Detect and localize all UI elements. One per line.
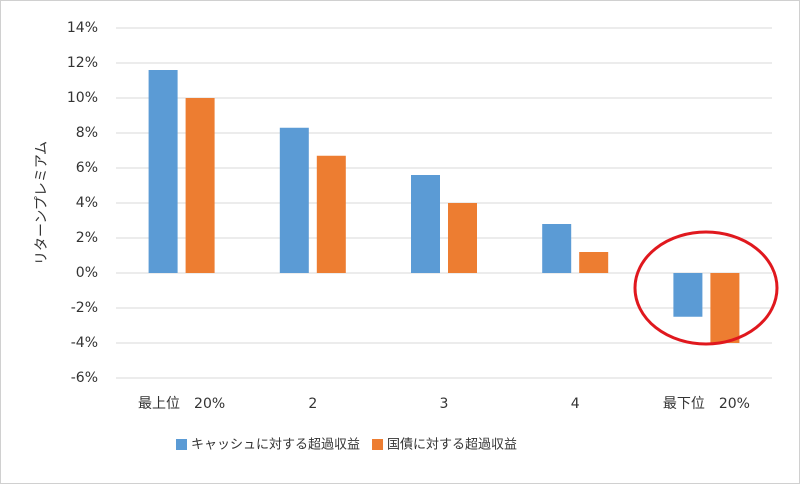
x-tick-label: 最下位 20% bbox=[663, 396, 750, 412]
y-tick-label: 10% bbox=[67, 90, 98, 106]
x-tick-label: 4 bbox=[571, 396, 580, 412]
y-tick-label: 2% bbox=[76, 230, 98, 246]
y-tick-label: -4% bbox=[71, 335, 98, 351]
bar bbox=[279, 127, 309, 273]
y-tick-label: 8% bbox=[76, 125, 98, 141]
y-tick-label: -2% bbox=[71, 300, 98, 316]
x-tick-label: 3 bbox=[440, 396, 449, 412]
bar bbox=[542, 224, 572, 273]
legend-label: 国債に対する超過収益 bbox=[387, 438, 517, 453]
bar bbox=[579, 252, 609, 273]
y-axis-title: リターンプレミアム bbox=[34, 141, 50, 265]
legend-swatch bbox=[372, 439, 384, 450]
bar bbox=[148, 70, 178, 273]
bar bbox=[673, 273, 703, 317]
legend-swatch bbox=[176, 439, 187, 450]
y-tick-label: 0% bbox=[76, 265, 98, 281]
legend-label: キャッシュに対する超過収益 bbox=[191, 438, 360, 453]
x-tick-label: 2 bbox=[308, 396, 317, 412]
bar bbox=[316, 155, 346, 273]
bar bbox=[448, 203, 477, 273]
y-tick-label: -6% bbox=[71, 370, 98, 386]
highlight-circle bbox=[633, 230, 779, 346]
bar bbox=[710, 273, 740, 343]
y-tick-label: 6% bbox=[76, 160, 98, 176]
bar bbox=[185, 98, 215, 273]
x-tick-label: 最上位 20% bbox=[138, 396, 225, 412]
bar bbox=[411, 175, 440, 273]
y-tick-label: 4% bbox=[76, 195, 98, 211]
y-tick-label: 12% bbox=[67, 55, 98, 71]
y-tick-label: 14% bbox=[67, 20, 98, 36]
